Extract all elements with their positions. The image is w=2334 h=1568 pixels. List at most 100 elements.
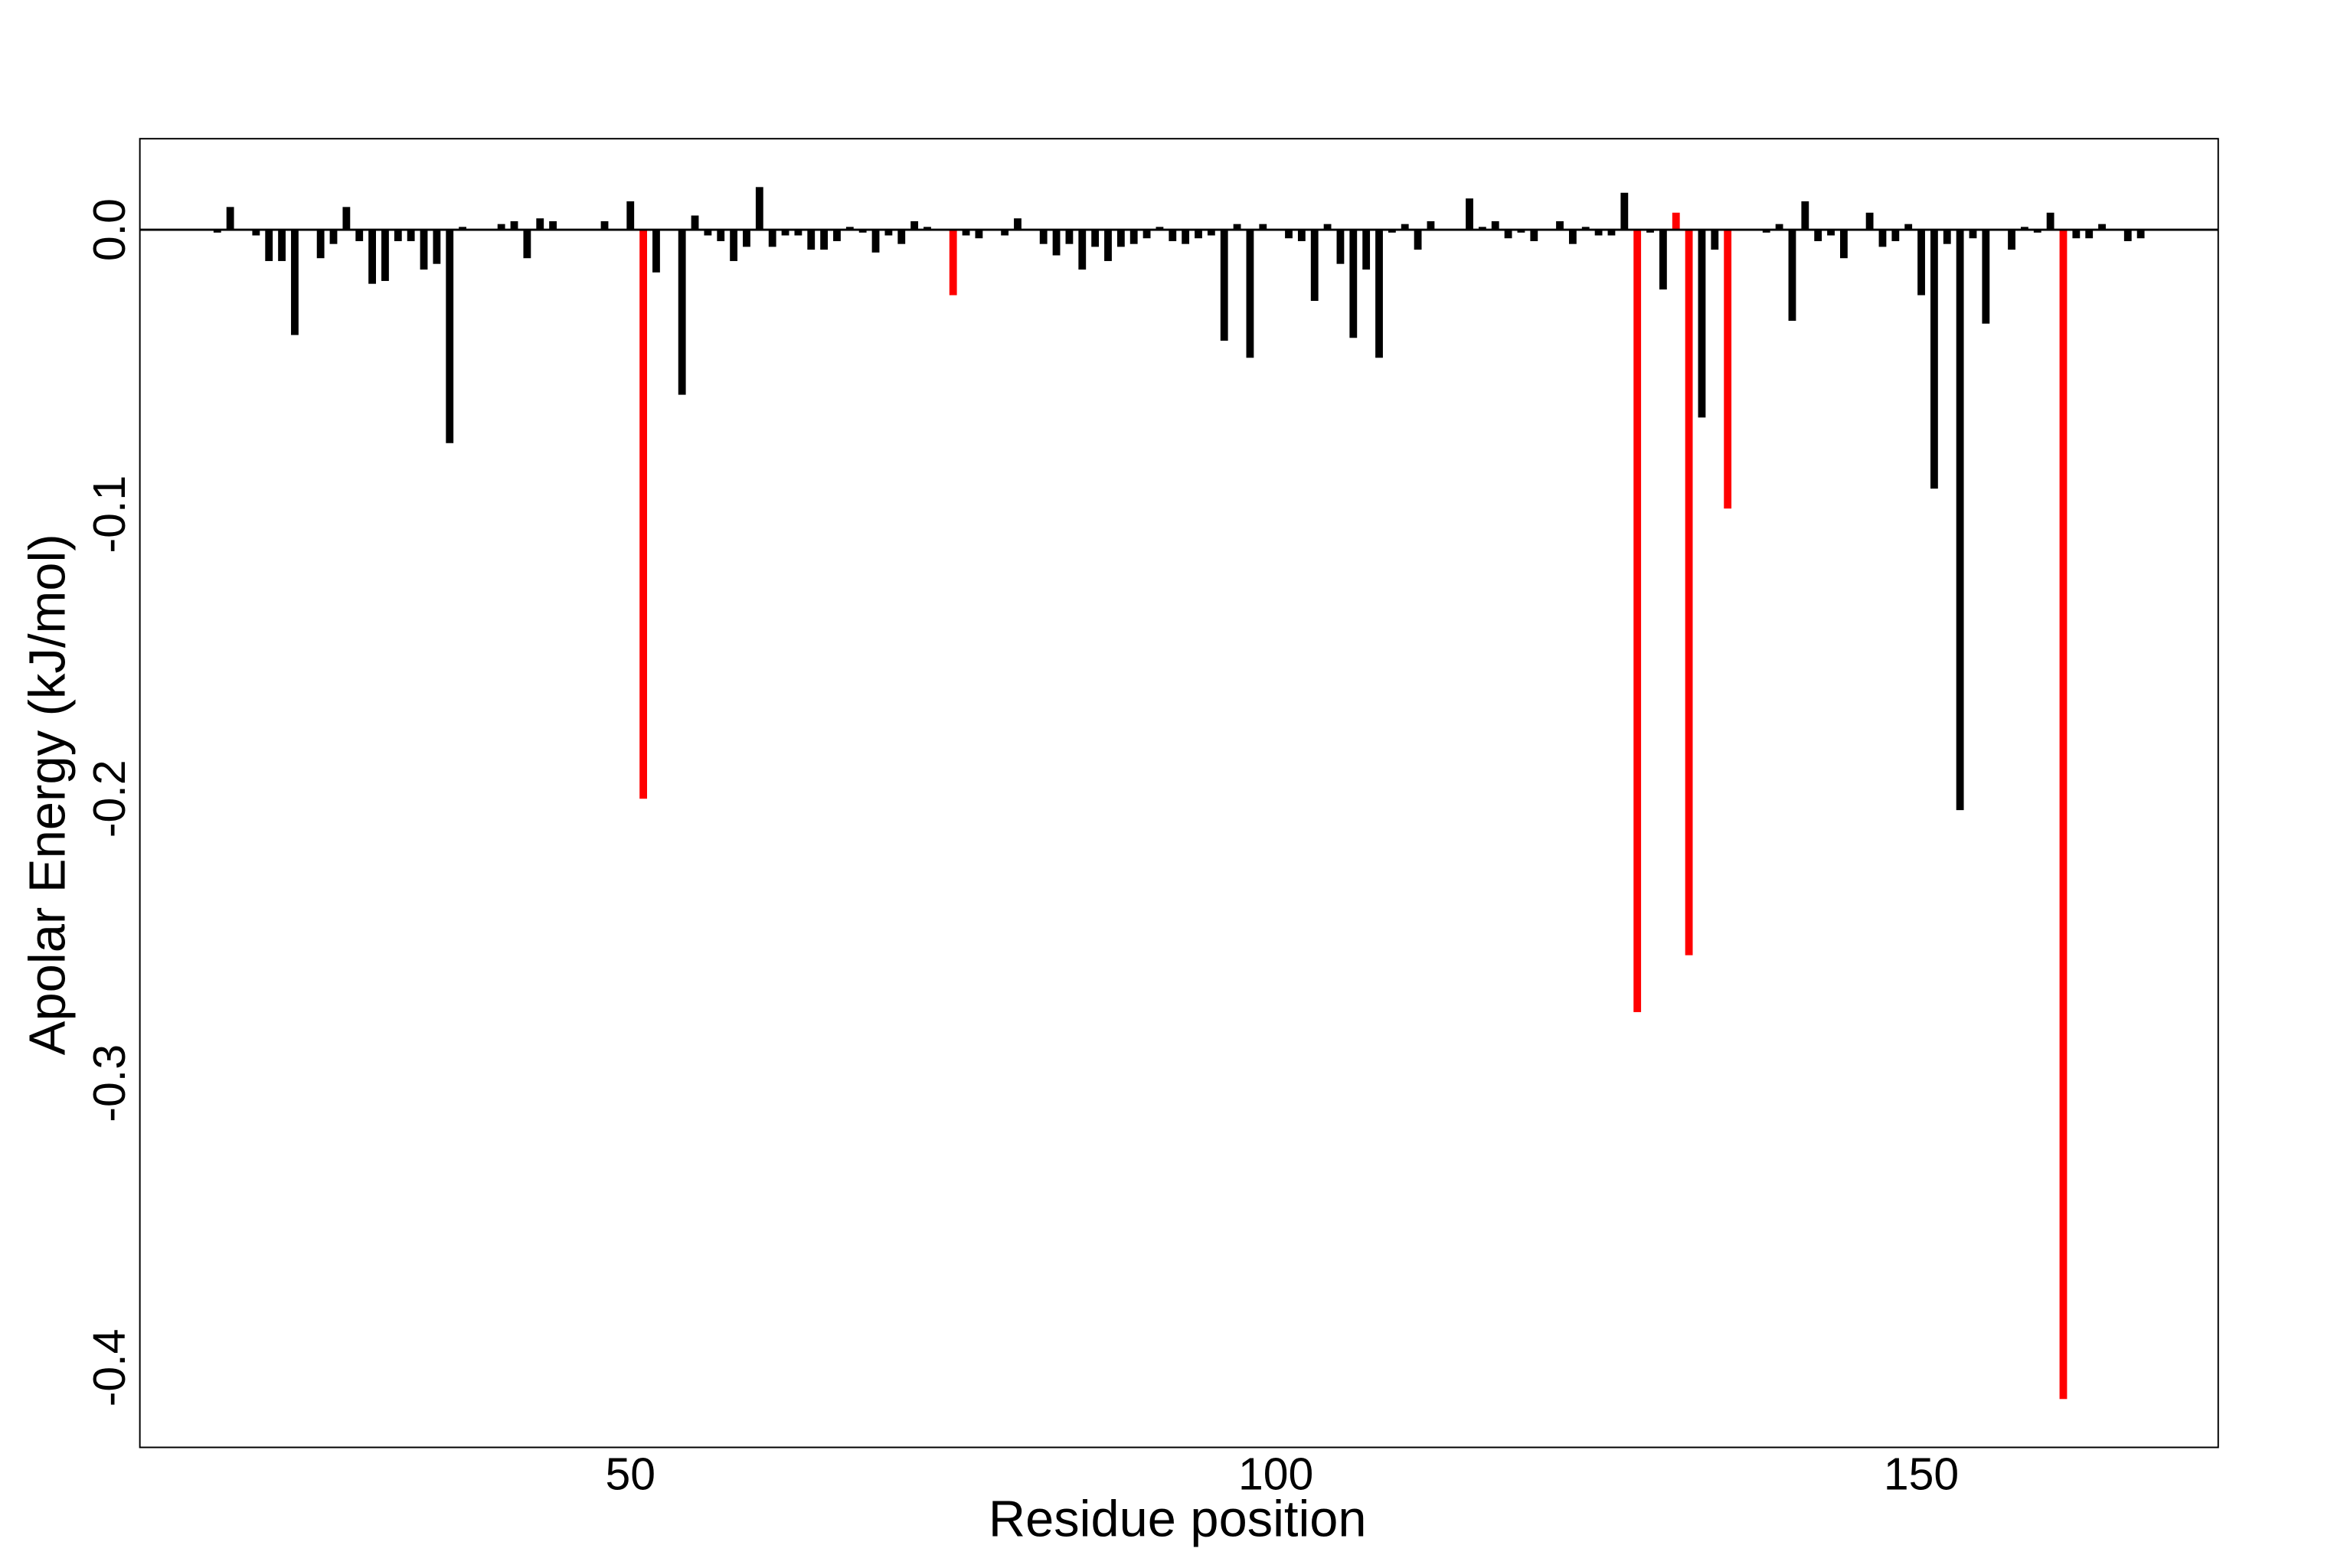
- bar: [1775, 224, 1783, 230]
- bar: [1568, 230, 1577, 244]
- bar: [1375, 230, 1383, 358]
- bar: [1581, 227, 1590, 230]
- bar: [1220, 230, 1228, 341]
- bar: [1014, 218, 1022, 230]
- bar: [1336, 230, 1345, 264]
- bar: [794, 230, 803, 236]
- bar: [2033, 230, 2041, 233]
- x-tick-label: 100: [1238, 1449, 1313, 1499]
- bar: [1104, 230, 1112, 261]
- bar: [600, 220, 609, 230]
- bar: [704, 230, 712, 236]
- bar: [1207, 230, 1215, 236]
- bar: [1285, 230, 1293, 239]
- bar: [497, 224, 505, 230]
- bar: [1711, 230, 1719, 250]
- y-tick-label: -0.3: [84, 1044, 135, 1122]
- bar: [1091, 230, 1100, 247]
- bar: [1388, 230, 1396, 233]
- bar: [394, 230, 402, 241]
- bar: [1724, 230, 1732, 509]
- bar: [355, 230, 364, 241]
- bar: [2046, 212, 2055, 230]
- bar: [316, 230, 325, 259]
- bar: [910, 220, 919, 230]
- bar: [768, 230, 776, 247]
- y-tick-label: -0.2: [84, 760, 135, 838]
- bar: [368, 230, 376, 284]
- bar: [329, 230, 338, 244]
- bar: [2008, 230, 2015, 250]
- bar: [2059, 230, 2068, 1400]
- x-tick-label: 150: [1884, 1449, 1959, 1499]
- bar: [1349, 230, 1358, 338]
- bar: [510, 220, 518, 230]
- bar: [1478, 227, 1486, 230]
- bar: [459, 227, 467, 230]
- bar: [1607, 230, 1616, 236]
- bar: [743, 230, 750, 247]
- bar: [252, 230, 260, 236]
- bar: [1659, 230, 1667, 290]
- bar: [1129, 230, 1138, 244]
- y-axis-title: Apolar Energy (kJ/mol): [18, 534, 76, 1055]
- bar: [1246, 230, 1254, 358]
- bar: [1620, 192, 1629, 230]
- bar: [433, 230, 441, 264]
- bar: [1504, 230, 1512, 239]
- bar: [1156, 227, 1164, 230]
- bar: [1891, 230, 1900, 241]
- bar: [1466, 198, 1473, 230]
- x-axis-title: Residue position: [989, 1491, 1367, 1548]
- bar: [871, 230, 880, 253]
- bar: [2123, 230, 2132, 241]
- bar: [2020, 227, 2028, 230]
- bar: [1685, 230, 1693, 956]
- bar: [949, 230, 957, 296]
- bar: [226, 207, 234, 230]
- bar: [1698, 230, 1706, 418]
- bar: [1839, 230, 1848, 259]
- bar: [1943, 230, 1951, 244]
- y-tick-label: 0.0: [84, 198, 135, 261]
- bar: [2136, 230, 2145, 239]
- bar: [446, 230, 454, 443]
- bar: [2085, 230, 2094, 239]
- bar: [1362, 230, 1371, 270]
- bar: [1904, 224, 1913, 230]
- bar: [342, 207, 351, 230]
- bar: [845, 227, 854, 230]
- bar: [1233, 224, 1241, 230]
- bar: [407, 230, 415, 241]
- bar: [1297, 230, 1306, 241]
- bar: [1039, 230, 1048, 244]
- bar: [1182, 230, 1190, 244]
- bar: [717, 230, 725, 241]
- bar: [1556, 220, 1564, 230]
- bar: [1930, 230, 1938, 489]
- y-tick-label: -0.4: [84, 1329, 135, 1407]
- bar: [1427, 220, 1435, 230]
- bar: [265, 230, 273, 261]
- bar: [639, 230, 648, 799]
- bar: [975, 230, 983, 239]
- bar: [1142, 230, 1151, 239]
- plot-frame: [139, 138, 2219, 1449]
- bar: [1323, 224, 1332, 230]
- bar: [755, 187, 763, 230]
- bar: [1672, 212, 1680, 230]
- bar: [1116, 230, 1125, 247]
- bar: [1982, 230, 1990, 324]
- bar: [884, 230, 893, 236]
- bar: [1814, 230, 1822, 241]
- bar: [923, 227, 931, 230]
- bar: [1401, 224, 1409, 230]
- bar: [678, 230, 686, 395]
- bar: [381, 230, 389, 281]
- bar: [1065, 230, 1074, 244]
- bar: [536, 218, 544, 230]
- bar: [1762, 230, 1770, 233]
- bar: [213, 230, 221, 233]
- bar: [278, 230, 286, 261]
